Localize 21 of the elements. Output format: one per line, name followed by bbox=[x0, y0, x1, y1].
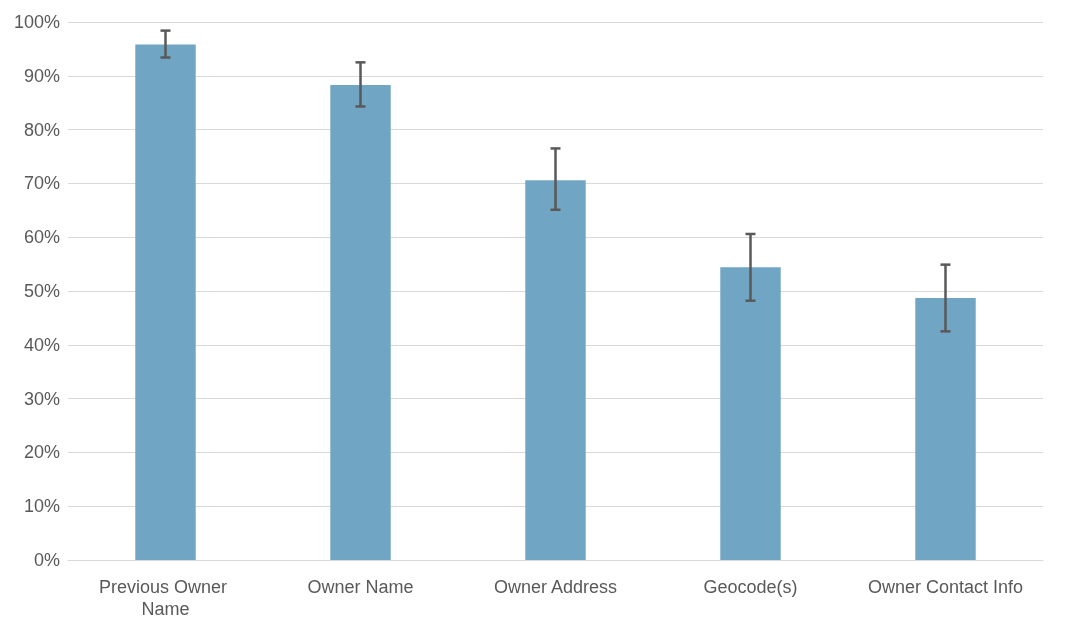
x-tick-label: Geocode(s) bbox=[703, 577, 798, 597]
x-tick-label: Owner Name bbox=[307, 577, 414, 597]
bar bbox=[525, 180, 586, 560]
bar bbox=[135, 44, 196, 560]
y-tick-label: 50% bbox=[23, 281, 60, 301]
y-tick-label: 30% bbox=[23, 388, 60, 409]
y-tick-label: 70% bbox=[23, 173, 60, 194]
y-tick-label: 80% bbox=[23, 119, 60, 140]
x-tick-label: Owner Contact Info bbox=[867, 577, 1024, 597]
y-tick-label: 100% bbox=[13, 12, 60, 32]
y-tick-label: 60% bbox=[23, 227, 60, 248]
y-tick-label: 10% bbox=[23, 496, 60, 517]
x-tick-label: Owner Address bbox=[493, 577, 618, 597]
y-tick-label: 40% bbox=[23, 334, 60, 355]
y-tick-label: 20% bbox=[23, 442, 60, 463]
bar bbox=[915, 297, 976, 560]
y-tick-label: 90% bbox=[23, 65, 60, 86]
bar bbox=[330, 84, 391, 560]
bar bbox=[720, 267, 781, 560]
y-tick-label: 0% bbox=[33, 550, 60, 570]
x-tick-label: Previous Owner Name bbox=[98, 577, 233, 619]
